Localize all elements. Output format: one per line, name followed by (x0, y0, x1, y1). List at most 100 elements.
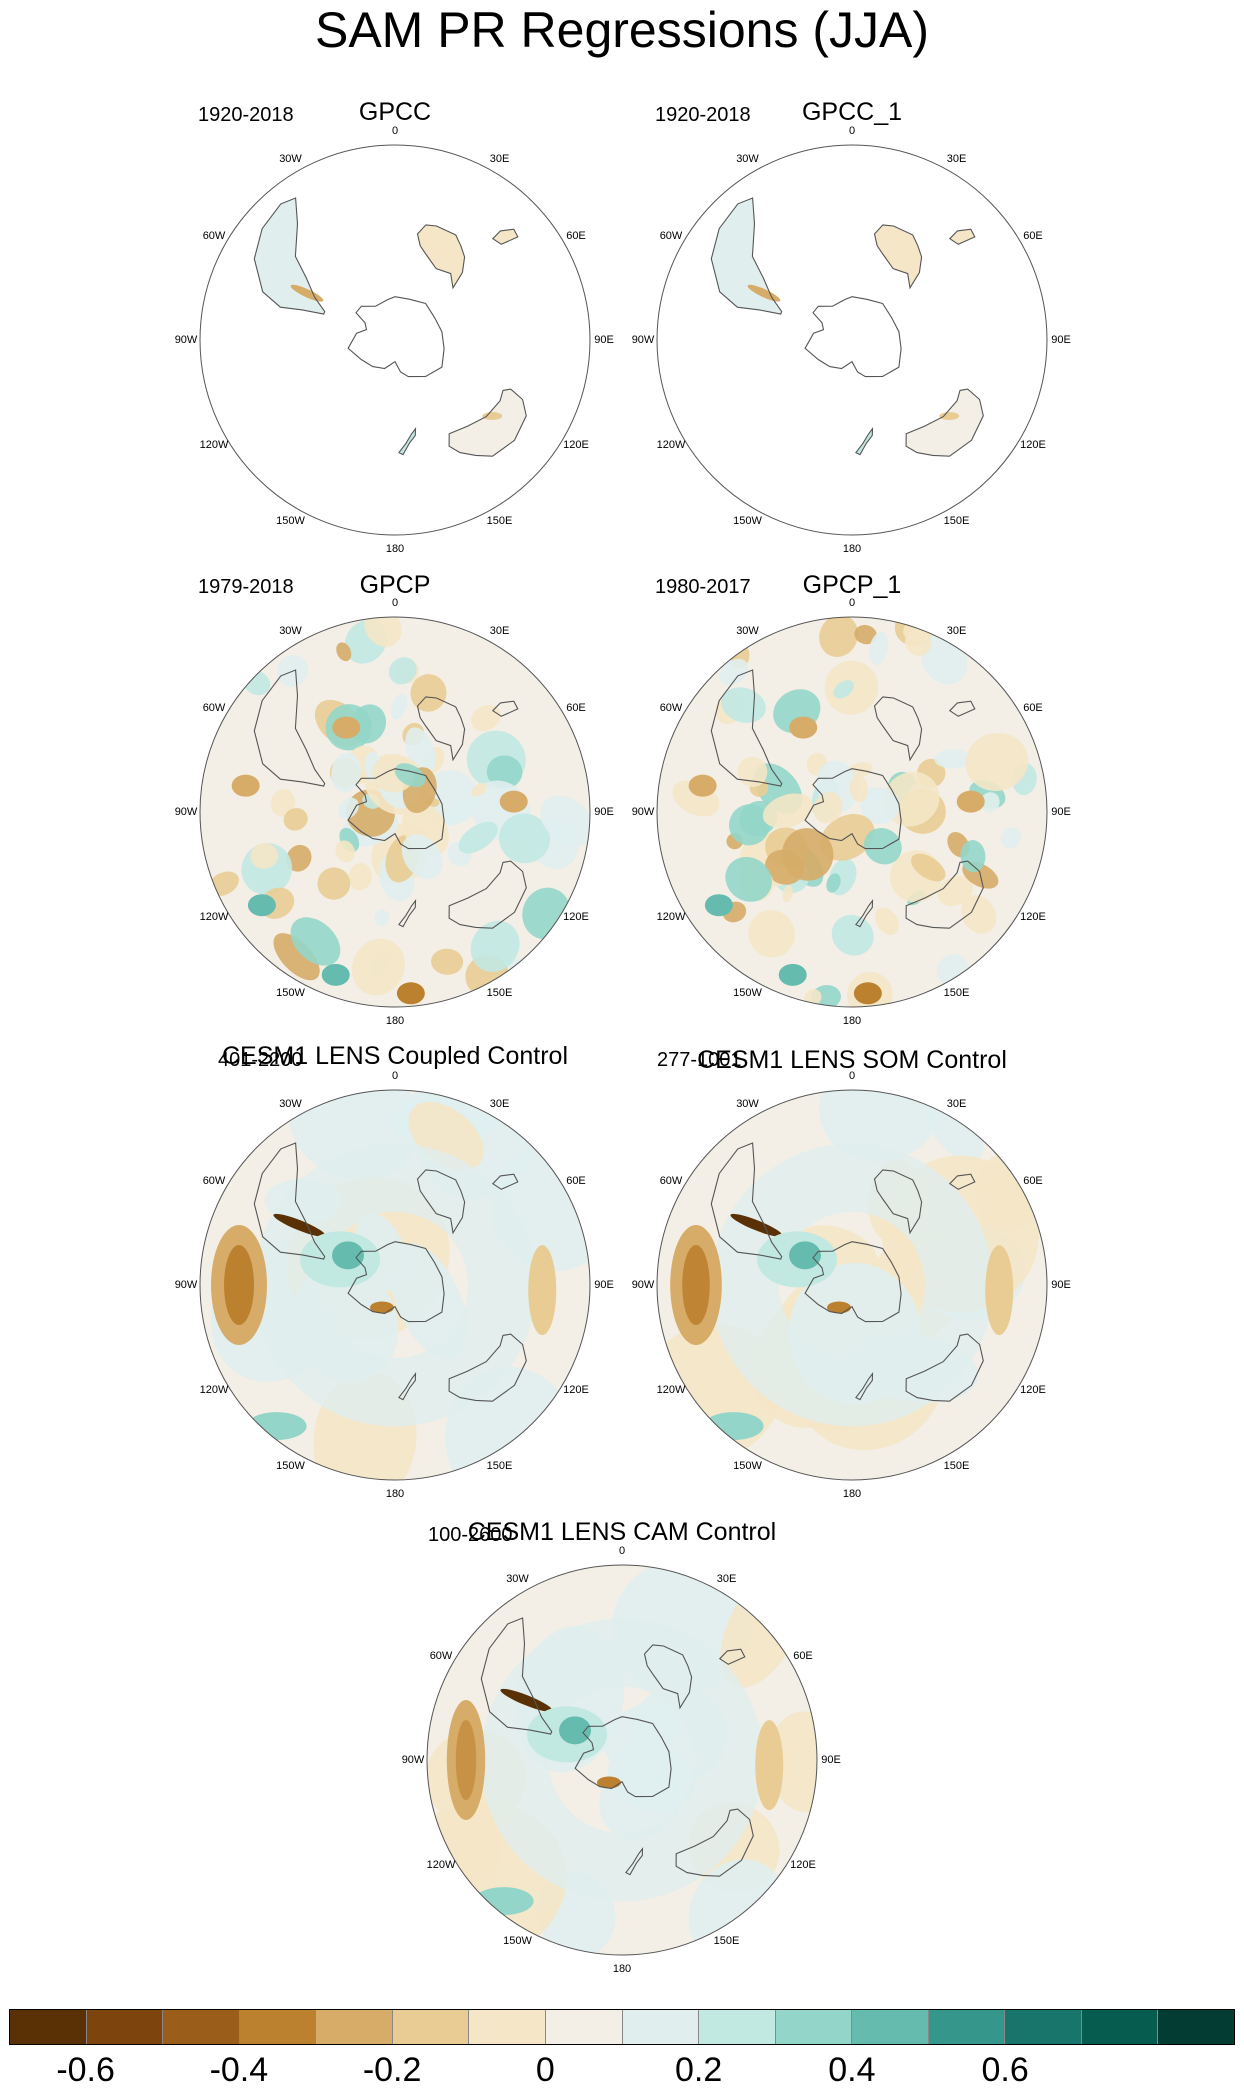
lon-label: 90E (1051, 806, 1071, 818)
lon-label: 0 (391, 125, 399, 137)
lon-label: 120W (199, 1383, 229, 1396)
colorbar-swatch (775, 2010, 853, 2044)
lon-label: 60W (429, 1649, 453, 1662)
lon-label: 60E (793, 1649, 813, 1662)
lon-label: 60W (659, 229, 683, 242)
lon-label: 90E (594, 1279, 614, 1291)
panel-title-gpcp1: GPCP_1 (802, 571, 902, 599)
lon-label: 30E (489, 625, 510, 637)
lon-label: 30E (489, 1098, 510, 1110)
lon-label: 90E (594, 334, 614, 346)
lon-label: 90W (401, 1754, 425, 1766)
lon-label: 150E (486, 1459, 513, 1472)
lon-label: 30E (489, 153, 510, 165)
lon-label: 120E (563, 910, 589, 923)
coastline-nz (855, 426, 874, 456)
lon-label: 60W (659, 1174, 683, 1187)
lon-label: 150W (733, 986, 762, 999)
colorbar-swatch (239, 2010, 317, 2044)
coastline-samerica (710, 1142, 783, 1260)
lon-label: 180 (842, 1015, 862, 1027)
colorbar-tick-label: 0.6 (981, 2051, 1029, 2089)
colorbar-tick-label: -0.4 (209, 2051, 269, 2089)
lon-label: 30W (736, 625, 759, 637)
lon-label: 150E (486, 514, 513, 527)
lon-label: 120W (656, 910, 686, 923)
lon-label: 150E (486, 986, 513, 999)
lon-label: 180 (385, 1488, 405, 1500)
lon-label: 60E (1023, 701, 1043, 714)
colorbar-swatch (10, 2010, 87, 2044)
lon-label: 60E (1023, 1174, 1043, 1187)
colorbar-tick-label: 0.4 (828, 2051, 876, 2089)
coastline-samerica (253, 669, 326, 787)
panel-period-gpcp1: 1980-2017 (655, 576, 751, 598)
polar-map-gpcp (199, 616, 591, 1008)
coastline-australia (448, 860, 527, 929)
lon-label: 0 (391, 1070, 399, 1082)
lon-label: 30E (716, 1573, 737, 1585)
lon-label: 120W (199, 910, 229, 923)
coastline-australia (448, 1333, 527, 1402)
colorbar-swatch (469, 2010, 546, 2044)
lon-label: 150E (943, 986, 970, 999)
lon-label: 60W (202, 229, 226, 242)
lon-label: 0 (848, 1070, 856, 1082)
colorbar-swatch (928, 2010, 1006, 2044)
lon-label: 90W (174, 334, 198, 346)
coastline-antarctica (804, 1241, 902, 1323)
lon-label: 30W (506, 1573, 529, 1585)
lon-label: 90W (174, 1279, 198, 1291)
colorbar-swatch (392, 2010, 470, 2044)
lon-label: 30W (279, 1098, 302, 1110)
panel-period-cam: 100-2600 (428, 1524, 513, 1546)
lon-label: 30W (279, 625, 302, 637)
lon-label: 30E (946, 625, 967, 637)
lon-label: 90W (631, 1279, 655, 1291)
coastline-africa (416, 224, 466, 290)
coastline-nz (398, 898, 417, 928)
coastline-antarctica (574, 1716, 672, 1798)
lon-label: 120E (1020, 1383, 1046, 1396)
colorbar-swatch (545, 2010, 623, 2044)
colorbar-tick-label: 0.2 (674, 2051, 723, 2089)
coastline-antarctica (804, 296, 902, 378)
lon-label: 30W (736, 1098, 759, 1110)
panel-title-gpcc1: GPCC_1 (801, 98, 903, 126)
panel-title-gpcp: GPCP (359, 571, 431, 599)
lon-label: 180 (385, 1015, 405, 1027)
coastline-samerica (710, 669, 783, 787)
coastline-africa (416, 1169, 466, 1235)
lon-label: 120E (1020, 910, 1046, 923)
polar-map-som (656, 1089, 1048, 1481)
coastline-australia (448, 388, 527, 457)
panel-title-cam: CESM1 LENS CAM Control (467, 1518, 777, 1546)
coastline-madagascar (491, 700, 519, 717)
polar-map-cam (426, 1564, 818, 1956)
lon-label: 30E (946, 1098, 967, 1110)
colorbar-tick-label: -0.2 (362, 2051, 422, 2089)
coastline-africa (873, 696, 923, 762)
colorbar-tick-label: -0.6 (56, 2051, 115, 2089)
lon-label: 90W (631, 806, 655, 818)
lon-label: 30W (736, 153, 759, 165)
coastline-australia (905, 388, 984, 457)
lon-label: 120W (656, 1383, 686, 1396)
coastline-nz (398, 426, 417, 456)
coastline-madagascar (491, 1173, 519, 1190)
coastline-samerica (480, 1617, 553, 1735)
colorbar-tick-label: 0 (535, 2051, 555, 2089)
panel-period-som: 277-1001 (657, 1049, 742, 1071)
lon-label: 120W (426, 1858, 456, 1871)
lon-label: 150W (733, 1459, 762, 1472)
lon-label: 90E (1051, 334, 1071, 346)
coastline-samerica (253, 1142, 326, 1260)
lon-label: 0 (848, 125, 856, 137)
coastline-africa (643, 1644, 693, 1710)
coastline-africa (873, 1169, 923, 1235)
lon-label: 150W (276, 986, 305, 999)
panel-period-gpcp: 1979-2018 (198, 576, 294, 598)
polar-map-gpcc (199, 144, 591, 536)
lon-label: 150W (503, 1934, 532, 1947)
lon-label: 60E (1023, 229, 1043, 242)
